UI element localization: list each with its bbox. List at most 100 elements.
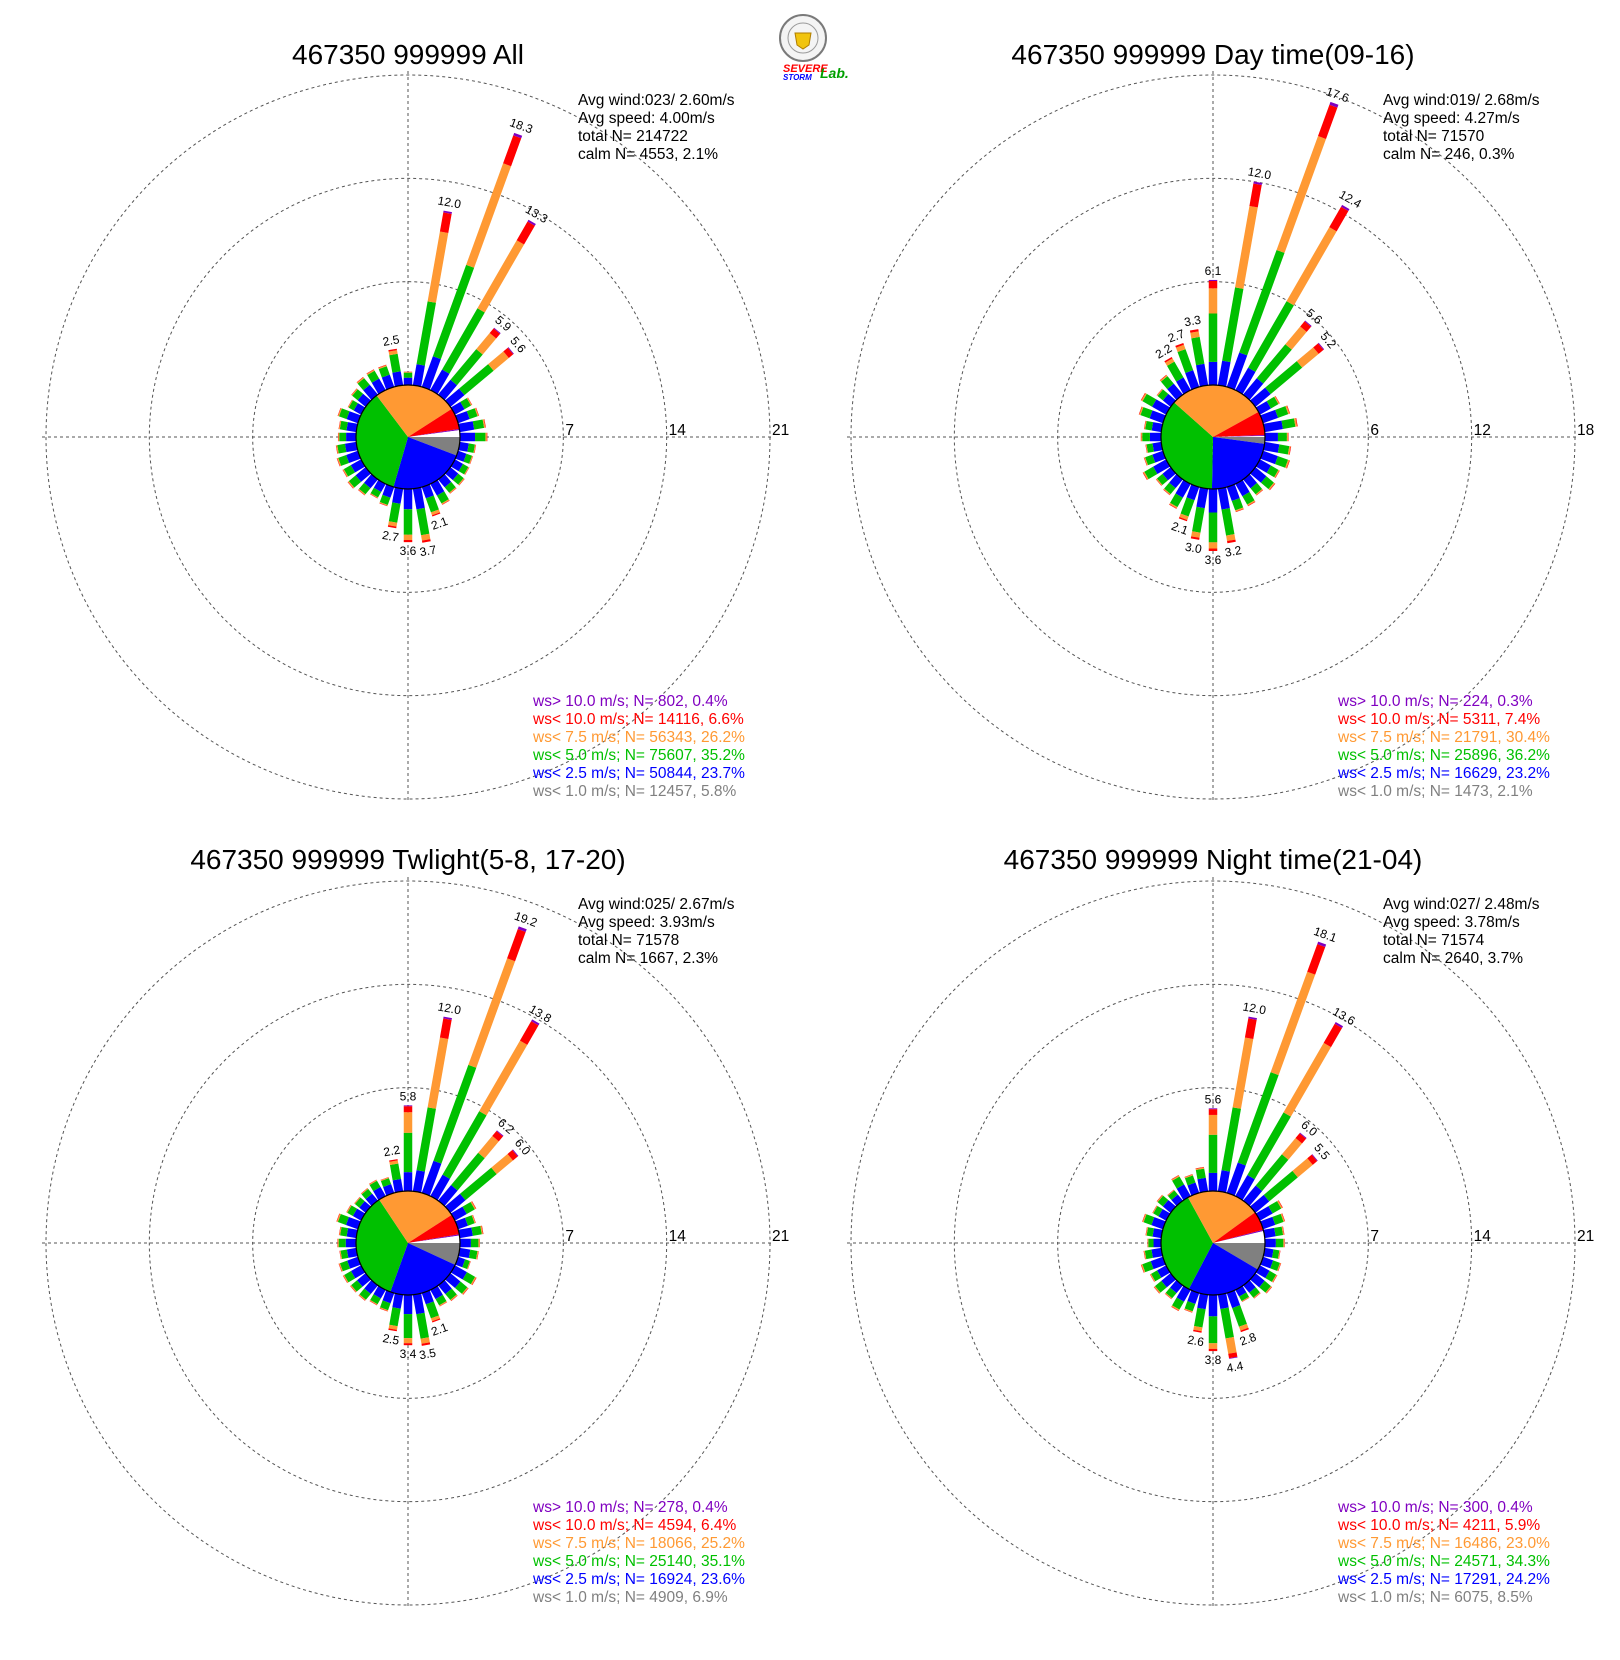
bar-segment	[1156, 473, 1168, 486]
legend-entry: ws< 7.5 m/s; N= 16486, 23.0%	[1337, 1535, 1550, 1552]
bar-segment	[1268, 482, 1275, 490]
bar-segment	[1208, 1108, 1218, 1110]
bar-segment	[1283, 1238, 1285, 1248]
bar-segment	[479, 1040, 528, 1116]
bar-segment	[1255, 1154, 1289, 1191]
bar-segment	[336, 445, 339, 454]
bar-segment	[449, 487, 457, 494]
bar-segment	[512, 1149, 519, 1157]
bar-segment	[1176, 1285, 1191, 1302]
bar-segment	[1226, 484, 1240, 501]
bar-segment	[1187, 1182, 1200, 1196]
pie-slice	[1213, 1229, 1264, 1243]
bar-segment	[1266, 465, 1279, 478]
bar-segment	[1304, 320, 1312, 327]
bar-segment	[369, 1300, 378, 1306]
bar-segment	[1281, 1138, 1303, 1160]
bar-segment	[471, 1201, 477, 1209]
legend-entry: ws< 10.0 m/s; N= 14116, 6.6%	[532, 711, 744, 728]
bar-segment	[1255, 459, 1271, 473]
bar-segment	[357, 1273, 371, 1287]
bar-segment	[366, 369, 375, 375]
bar-segment	[1250, 467, 1267, 483]
bar-segment	[1227, 539, 1236, 544]
bar-segment	[358, 488, 366, 496]
bar-segment	[403, 1295, 413, 1315]
bar-segment	[339, 420, 348, 431]
bar-segment	[1144, 1249, 1153, 1260]
bar-segment	[1160, 376, 1174, 390]
bar-segment	[342, 469, 349, 478]
bar-value-label: 3.8	[1205, 1353, 1222, 1367]
bar-segment	[1243, 378, 1264, 400]
bar-value-label: 5.8	[400, 1089, 417, 1103]
bar-segment	[1208, 288, 1218, 314]
bar-segment	[1151, 1270, 1162, 1282]
bar-segment	[416, 301, 436, 366]
bar-segment	[388, 1324, 398, 1330]
legend-entry: ws> 10.0 m/s; N= 278, 0.4%	[532, 1499, 728, 1516]
bar-segment	[403, 377, 413, 385]
bar-segment	[339, 1250, 342, 1260]
bar-segment	[1208, 1172, 1218, 1191]
bar-segment	[403, 534, 413, 541]
bar-segment	[491, 1153, 513, 1175]
bar-segment	[436, 491, 449, 504]
bar-segment	[1280, 1213, 1285, 1222]
bar-segment	[1156, 478, 1163, 486]
bar-segment	[438, 1280, 452, 1295]
bar-segment	[485, 432, 487, 442]
bar-segment	[439, 212, 452, 234]
bar-segment	[387, 525, 397, 529]
bar-segment	[527, 219, 536, 226]
bar-segment	[431, 512, 441, 517]
radial-tick-label: 21	[1577, 1228, 1594, 1245]
bar-segment	[1255, 488, 1263, 496]
bar-segment	[1277, 1200, 1283, 1209]
direction-bars	[335, 132, 536, 543]
bar-segment	[1242, 1297, 1250, 1302]
bar-segment	[1171, 1305, 1180, 1311]
bar-segment	[356, 376, 364, 383]
bar-segment	[1145, 1227, 1149, 1236]
bar-segment	[1167, 361, 1184, 382]
bar-segment	[1272, 1275, 1278, 1283]
bar-segment	[1157, 389, 1169, 401]
bar-segment	[458, 441, 469, 452]
legend-entry: ws< 10.0 m/s; N= 5311, 7.4%	[1337, 711, 1540, 728]
bar-segment	[1278, 1200, 1283, 1208]
speed-class-pie	[355, 1190, 461, 1296]
bar-value-label: 2.7	[1166, 326, 1187, 345]
pie-slice	[408, 1243, 460, 1265]
bar-segment	[421, 1160, 442, 1196]
bar-segment	[1221, 1107, 1241, 1172]
bar-segment	[1221, 508, 1235, 536]
legend-entry: ws< 5.0 m/s; N= 75607, 35.2%	[532, 747, 745, 764]
bar-segment	[1260, 476, 1274, 490]
bar-segment	[474, 444, 477, 454]
bar-segment	[455, 1281, 468, 1294]
radial-tick-label: 21	[772, 422, 789, 439]
bar-segment	[493, 327, 501, 334]
pie-slice	[1161, 402, 1213, 489]
bar-segment	[370, 1294, 381, 1305]
legend-entry: ws< 1.0 m/s; N= 4909, 6.9%	[532, 1589, 728, 1606]
stat-line: calm N= 2640, 3.7%	[1383, 950, 1523, 967]
bar-segment	[366, 369, 375, 374]
bar-segment	[403, 1338, 413, 1344]
bar-segment	[1154, 1280, 1167, 1293]
legend-entry: ws< 10.0 m/s; N= 4211, 5.9%	[1337, 1517, 1540, 1534]
bar-segment	[346, 1205, 352, 1213]
bar-segment	[354, 1197, 365, 1208]
bar-segment	[1208, 548, 1218, 551]
bar-segment	[1155, 479, 1162, 486]
bar-segment	[450, 1265, 467, 1280]
bar-segment	[1153, 1206, 1163, 1217]
bar-segment	[371, 378, 386, 395]
bar-segment	[439, 1301, 447, 1307]
bar-segment	[472, 419, 485, 430]
bar-segment	[531, 1019, 540, 1026]
bar-segment	[1300, 321, 1312, 332]
bar-segment	[1277, 1250, 1281, 1259]
bar-segment	[1176, 377, 1191, 395]
